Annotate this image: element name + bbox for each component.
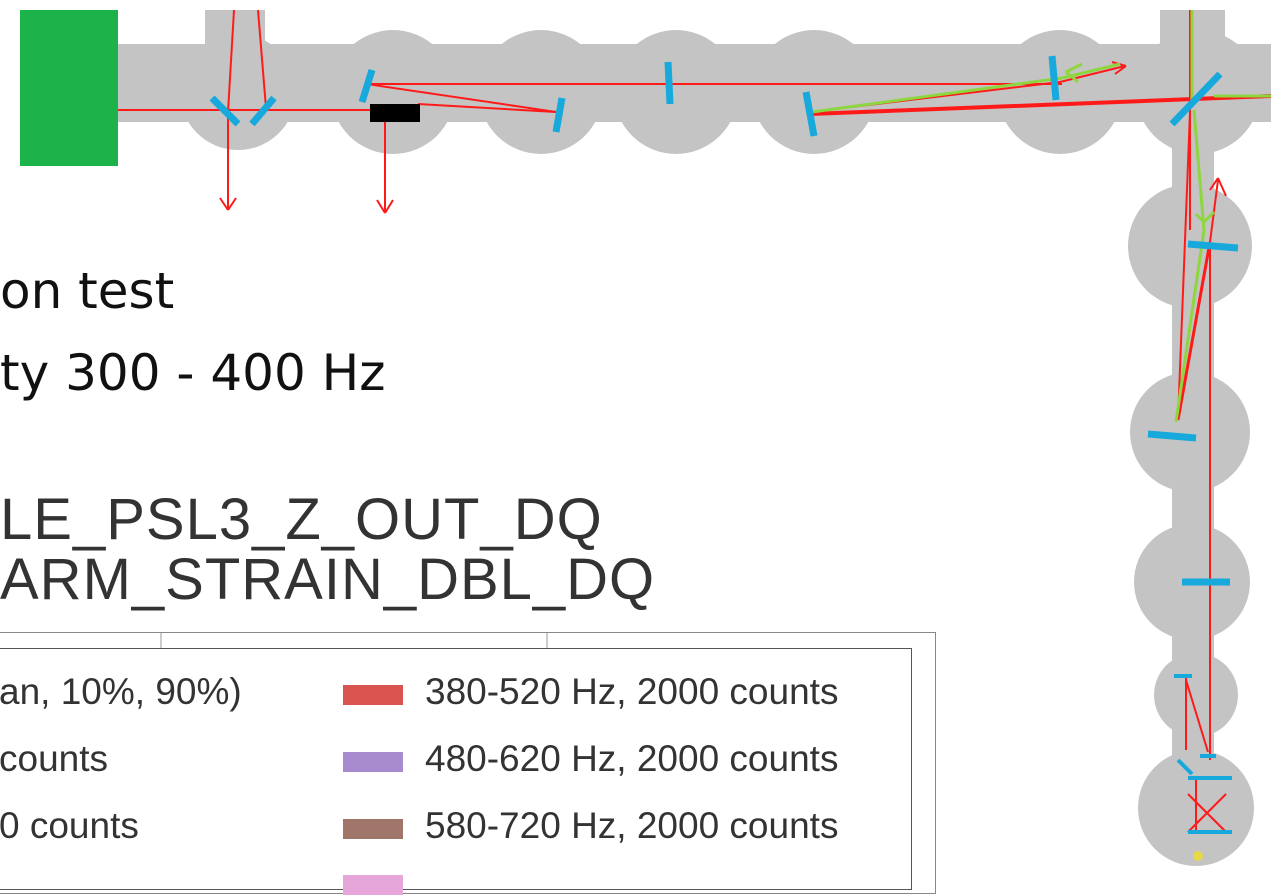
legend-swatch-2 xyxy=(343,752,403,772)
vacuum-chamber xyxy=(331,30,455,154)
return-beam-paths xyxy=(811,10,1271,423)
legend-entry-right-2: 480-620 Hz, 2000 counts xyxy=(425,738,839,779)
vacuum-chamber xyxy=(752,30,876,154)
legend-swatch-1 xyxy=(343,685,403,705)
legend-swatch-4-partial xyxy=(343,875,403,895)
vacuum-chamber xyxy=(479,30,603,154)
mirrors xyxy=(209,55,1239,586)
vacuum-chamber xyxy=(614,30,738,154)
plot-legend: an, 10%, 90%) counts 0 counts 380-520 Hz… xyxy=(0,648,912,895)
legend-swatch-3 xyxy=(343,819,403,839)
slide-heading-line2: ty 300 - 400 Hz xyxy=(0,344,386,402)
legend-entry-left-3: 0 counts xyxy=(0,805,139,846)
legend-entry-right-3: 580-720 Hz, 2000 counts xyxy=(425,805,839,846)
photodetector-icon xyxy=(1193,851,1203,861)
plot-channel-name-1: LE_PSL3_Z_OUT_DQ xyxy=(0,487,603,552)
small-optics xyxy=(1174,674,1232,834)
optical-layout-diagram xyxy=(20,9,1271,866)
slide-heading-line1: on test xyxy=(0,262,175,320)
beam-dump xyxy=(370,104,420,122)
vacuum-chamber xyxy=(180,34,296,150)
source-block xyxy=(20,10,118,166)
grid-line xyxy=(546,633,548,649)
vacuum-chamber xyxy=(1130,372,1250,492)
vacuum-chamber xyxy=(1154,653,1238,737)
vacuum-chamber xyxy=(998,30,1122,154)
legend-entry-left-1: an, 10%, 90%) xyxy=(0,671,242,712)
grid-line xyxy=(160,633,162,649)
legend-entry-left-2: counts xyxy=(0,738,109,779)
legend-entry-right-1: 380-520 Hz, 2000 counts xyxy=(425,671,839,712)
plot-channel-name-2: ARM_STRAIN_DBL_DQ xyxy=(0,547,656,612)
